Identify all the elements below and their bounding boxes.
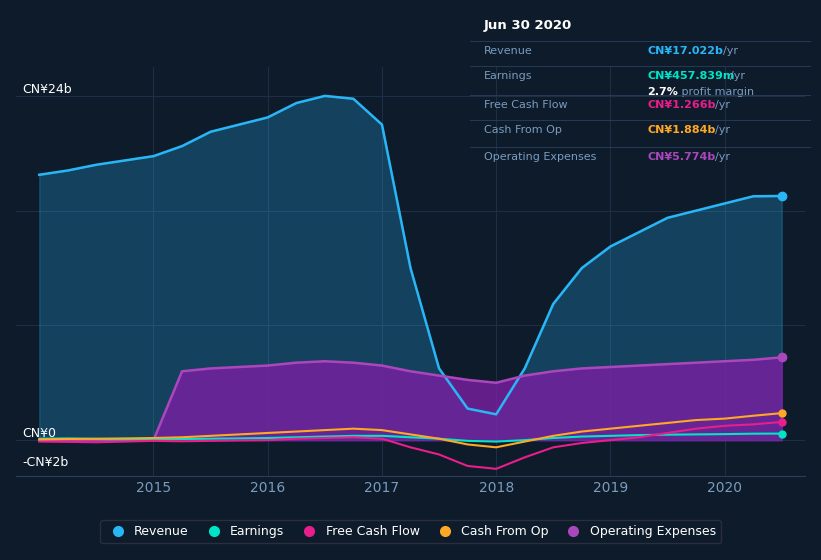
Text: CN¥17.022b: CN¥17.022b [648,46,723,56]
Text: CN¥1.884b: CN¥1.884b [648,125,716,135]
Legend: Revenue, Earnings, Free Cash Flow, Cash From Op, Operating Expenses: Revenue, Earnings, Free Cash Flow, Cash … [100,520,721,543]
Text: -CN¥2b: -CN¥2b [22,456,68,469]
Text: /yr: /yr [715,152,730,162]
Text: /yr: /yr [730,71,745,81]
Text: CN¥457.839m: CN¥457.839m [648,71,735,81]
Text: /yr: /yr [715,100,730,110]
Text: /yr: /yr [715,125,730,135]
Text: /yr: /yr [722,46,737,56]
Text: 2.7%: 2.7% [648,87,678,97]
Text: Cash From Op: Cash From Op [484,125,562,135]
Text: Operating Expenses: Operating Expenses [484,152,596,162]
Text: Earnings: Earnings [484,71,533,81]
Text: profit margin: profit margin [677,87,754,97]
Text: CN¥5.774b: CN¥5.774b [648,152,716,162]
Text: CN¥0: CN¥0 [22,427,56,440]
Text: Jun 30 2020: Jun 30 2020 [484,20,572,32]
Text: CN¥24b: CN¥24b [22,83,71,96]
Text: Free Cash Flow: Free Cash Flow [484,100,567,110]
Text: Revenue: Revenue [484,46,533,56]
Text: CN¥1.266b: CN¥1.266b [648,100,716,110]
